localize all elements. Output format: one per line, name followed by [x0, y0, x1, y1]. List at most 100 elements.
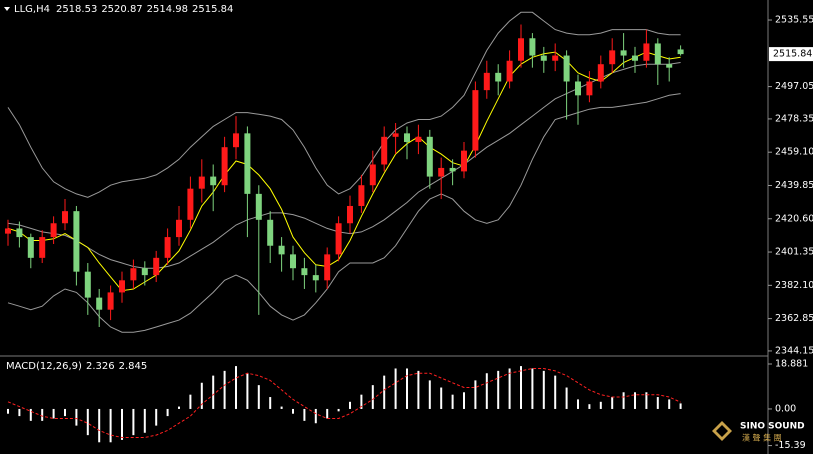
- signal-value: 2.845: [119, 361, 148, 372]
- histogram-bar: [645, 392, 648, 409]
- candle-body: [290, 254, 296, 269]
- y-tick-label: 2401.35: [775, 247, 813, 258]
- histogram-bar: [451, 394, 454, 409]
- histogram-bar: [554, 375, 557, 409]
- candle-body: [187, 188, 194, 220]
- candle-body: [119, 280, 125, 293]
- histogram-bar: [246, 373, 249, 409]
- histogram-bar: [64, 408, 66, 417]
- histogram-bar: [394, 368, 397, 409]
- candle-body: [654, 43, 661, 65]
- candle-body: [483, 72, 490, 91]
- symbol: LLG,H4: [14, 4, 50, 15]
- logo-name: SINO SOUND: [740, 422, 805, 432]
- candle-body: [540, 55, 547, 61]
- menu-arrow: [4, 7, 10, 11]
- histogram-bar: [474, 380, 477, 409]
- candle-body: [221, 147, 228, 186]
- histogram-bar: [269, 397, 272, 409]
- histogram-bar: [7, 408, 9, 414]
- chart-header: LLG,H4 2518.53 2520.87 2514.98 2515.84: [14, 4, 233, 15]
- candle-body: [255, 193, 262, 220]
- y-tick-label: 18.881: [775, 358, 808, 369]
- histogram-bar: [531, 368, 534, 409]
- low-value: 2514.98: [147, 4, 188, 15]
- candle-body: [461, 150, 467, 172]
- candle-body: [5, 228, 11, 234]
- line: [7, 62, 681, 269]
- candle-body: [643, 43, 650, 61]
- histogram-bar: [440, 387, 443, 409]
- line: [7, 93, 681, 333]
- histogram-bar: [109, 408, 112, 443]
- current-price-label: 2515.84: [773, 49, 812, 60]
- histogram-bar: [98, 408, 101, 443]
- candle-body: [392, 133, 399, 137]
- y-tick-label: 2382.10: [775, 280, 813, 291]
- candle-body: [347, 205, 353, 224]
- candle-body: [301, 268, 308, 276]
- histogram-bar: [497, 370, 500, 409]
- logo-mark-inner: [716, 425, 728, 437]
- candle-body: [141, 268, 148, 276]
- candle-body: [39, 237, 46, 258]
- histogram-bar: [132, 408, 135, 436]
- histogram-bar: [622, 392, 625, 409]
- candle-body: [267, 219, 274, 246]
- histogram-bar: [41, 408, 44, 421]
- candle-body: [312, 275, 319, 281]
- candle-body: [438, 167, 445, 177]
- macd-header: MACD(12,26,9) 2.326 2.845: [6, 361, 147, 372]
- histogram-bar: [280, 406, 283, 409]
- y-tick-label: 2459.10: [775, 147, 813, 158]
- histogram-bar: [200, 382, 203, 409]
- price-label-box: [769, 47, 813, 62]
- candle-body: [575, 81, 581, 96]
- histogram-bar: [520, 366, 522, 409]
- candle-body: [84, 271, 91, 298]
- histogram-bar: [166, 408, 169, 417]
- histogram-bar: [223, 370, 226, 409]
- histogram-bar: [668, 399, 671, 409]
- histogram-bar: [656, 397, 659, 409]
- candle-body: [426, 136, 433, 177]
- line: [7, 11, 681, 198]
- candle-body: [73, 211, 80, 272]
- y-tick-label: 2344.15: [775, 345, 813, 356]
- candle-body: [96, 297, 103, 310]
- histogram-bar: [189, 394, 192, 409]
- candle-body: [404, 133, 410, 143]
- histogram-bar: [679, 403, 682, 409]
- histogram-bar: [75, 408, 78, 426]
- histogram-bar: [121, 408, 123, 440]
- candle-body: [16, 228, 23, 238]
- histogram-bar: [542, 370, 545, 409]
- histogram-bar: [29, 408, 32, 421]
- candle-body: [278, 245, 285, 255]
- histogram-bar: [417, 370, 420, 409]
- histogram-bar: [508, 368, 511, 409]
- histogram-bar: [292, 408, 294, 414]
- histogram-bar: [235, 366, 237, 409]
- candle-body: [176, 219, 182, 238]
- histogram-bar: [349, 401, 351, 409]
- y-tick-label: 2362.85: [775, 313, 813, 324]
- histogram-bar: [212, 375, 215, 409]
- candle-body: [50, 223, 57, 238]
- candle-body: [358, 185, 365, 206]
- histogram-bar: [143, 408, 146, 433]
- histogram-bar: [86, 408, 89, 436]
- histogram-bar: [371, 385, 374, 409]
- candle-body: [506, 60, 513, 82]
- candle-body: [324, 254, 331, 281]
- candle-body: [369, 164, 376, 186]
- candle-body: [552, 55, 559, 61]
- histogram-bar: [463, 392, 465, 409]
- y-tick-label: -15.39: [775, 440, 806, 451]
- open-value: 2518.53: [56, 4, 97, 15]
- candle-body: [130, 268, 137, 281]
- candle-body: [609, 50, 616, 65]
- candle-body: [381, 136, 388, 165]
- line: [7, 368, 681, 438]
